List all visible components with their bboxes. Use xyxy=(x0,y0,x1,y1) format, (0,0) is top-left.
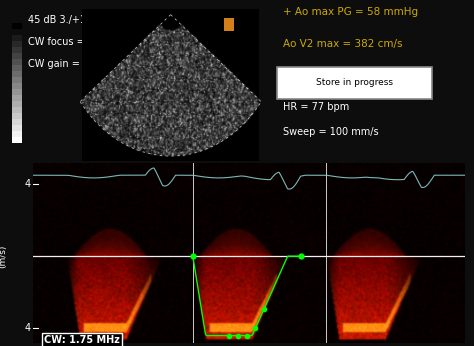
Bar xyxy=(12,35,22,41)
Bar xyxy=(12,65,22,71)
Bar xyxy=(12,131,22,137)
Text: (m/s): (m/s) xyxy=(0,244,7,268)
Bar xyxy=(12,89,22,95)
Bar xyxy=(12,47,22,53)
Text: 45 dB 3./+1/1/2: 45 dB 3./+1/1/2 xyxy=(28,15,105,25)
Text: 4: 4 xyxy=(25,323,31,333)
Text: 4: 4 xyxy=(25,179,31,189)
Bar xyxy=(12,29,22,35)
Bar xyxy=(12,119,22,125)
Bar xyxy=(12,101,22,107)
Bar xyxy=(12,95,22,101)
Text: Store in progress: Store in progress xyxy=(316,79,393,88)
Bar xyxy=(12,41,22,47)
Text: CW: 1.75 MHz: CW: 1.75 MHz xyxy=(44,335,120,345)
Text: + Ao max PG = 58 mmHg: + Ao max PG = 58 mmHg xyxy=(283,7,418,17)
Bar xyxy=(12,137,22,143)
Text: CW gain = 4 dB: CW gain = 4 dB xyxy=(28,59,105,69)
Bar xyxy=(12,53,22,59)
Bar xyxy=(12,125,22,131)
Text: CW focus = 136 mm: CW focus = 136 mm xyxy=(28,37,128,47)
Bar xyxy=(12,71,22,77)
FancyBboxPatch shape xyxy=(277,67,432,99)
Bar xyxy=(224,18,234,31)
Bar xyxy=(12,107,22,113)
Bar xyxy=(12,59,22,65)
Bar xyxy=(12,83,22,89)
Bar xyxy=(12,77,22,83)
Text: Sweep = 100 mm/s: Sweep = 100 mm/s xyxy=(283,127,379,137)
Bar xyxy=(12,23,22,29)
Bar xyxy=(12,113,22,119)
Text: HR = 77 bpm: HR = 77 bpm xyxy=(283,102,349,112)
Text: Ao V2 max = 382 cm/s: Ao V2 max = 382 cm/s xyxy=(283,39,402,49)
